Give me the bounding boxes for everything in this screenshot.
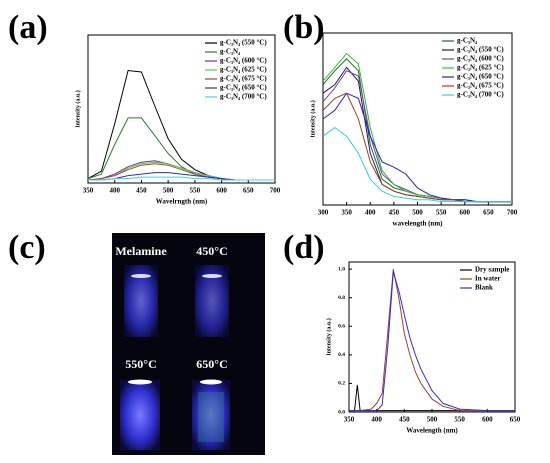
panel-label: (a) bbox=[8, 9, 48, 46]
legend-label: g-C₃N₄ (675 °C) bbox=[220, 75, 267, 83]
legend-label: Dry sample bbox=[475, 266, 509, 274]
cuvette bbox=[192, 380, 230, 450]
legend-label: g-C₃N₄ (625 °C) bbox=[457, 64, 504, 72]
x-tick-label: 700 bbox=[507, 209, 518, 217]
panel-label: (b) bbox=[283, 9, 325, 46]
x-tick-label: 650 bbox=[243, 187, 254, 195]
y-tick-label: 0.2 bbox=[338, 381, 345, 387]
x-tick-label: 550 bbox=[190, 187, 201, 195]
legend-label: Blank bbox=[475, 284, 493, 292]
x-tick-label: 650 bbox=[483, 209, 494, 217]
photo-label: 550°C bbox=[125, 357, 156, 371]
meniscus bbox=[128, 379, 152, 385]
y-tick-label: 0.8 bbox=[338, 295, 345, 301]
x-axis-label: wavelength (nm) bbox=[393, 220, 444, 228]
x-tick-label: 350 bbox=[341, 209, 352, 217]
y-tick-label: 0.4 bbox=[338, 352, 345, 358]
x-tick-label: 350 bbox=[344, 416, 355, 424]
x-tick-label: 350 bbox=[83, 187, 94, 195]
legend-label: g-C₃N₄ (650 °C) bbox=[457, 73, 504, 81]
legend-label: g-C₃N₄ (550 °C) bbox=[220, 39, 267, 47]
series-line bbox=[322, 92, 512, 203]
x-tick-label: 600 bbox=[482, 416, 493, 424]
legend-label: g-C₃N₄ (550 °C) bbox=[457, 46, 504, 54]
x-tick-label: 500 bbox=[412, 209, 423, 217]
photo-label: 450°C bbox=[196, 244, 227, 258]
x-axis-label: Wavelrngth (nm) bbox=[156, 198, 208, 206]
legend-label: g-C₃N₄ bbox=[220, 48, 241, 56]
cuvette bbox=[120, 380, 160, 450]
legend-label: g-C₃N₄ (700 °C) bbox=[220, 93, 267, 101]
cuvette-tint bbox=[198, 392, 224, 442]
legend-label: In water bbox=[475, 275, 500, 283]
x-tick-label: 450 bbox=[399, 416, 410, 424]
y-axis-label: Intensity (a.u.) bbox=[309, 100, 316, 138]
x-tick-label: 700 bbox=[270, 187, 281, 195]
x-tick-label: 300 bbox=[318, 209, 329, 217]
x-tick-label: 450 bbox=[389, 209, 400, 217]
x-tick-label: 650 bbox=[510, 416, 521, 424]
panel-label: (c) bbox=[8, 229, 46, 266]
legend-label: g-C₃N₄ (650 °C) bbox=[220, 84, 267, 92]
legend-label: g-C₃N₄ (700 °C) bbox=[457, 91, 504, 99]
legend-label: g-C₃N₄ (675 °C) bbox=[457, 82, 504, 90]
x-tick-label: 400 bbox=[365, 209, 376, 217]
x-tick-label: 400 bbox=[109, 187, 120, 195]
x-tick-label: 500 bbox=[163, 187, 174, 195]
series-line bbox=[322, 92, 512, 203]
panel-label: (d) bbox=[283, 229, 325, 266]
series-line bbox=[88, 176, 275, 181]
photo-label: Melamine bbox=[115, 244, 167, 258]
x-tick-label: 450 bbox=[136, 187, 147, 195]
y-tick-label: 0.6 bbox=[338, 324, 345, 330]
meniscus bbox=[200, 379, 222, 385]
plot-frame bbox=[87, 34, 276, 184]
series-line bbox=[87, 117, 275, 181]
photo: Melamine 450°C 550°C 650°C bbox=[112, 233, 265, 455]
legend-label: g-C₃N₄ (600 °C) bbox=[457, 55, 504, 63]
x-tick-label: 600 bbox=[460, 209, 471, 217]
series-line bbox=[349, 271, 515, 412]
x-tick-label: 550 bbox=[454, 416, 465, 424]
x-tick-label: 500 bbox=[427, 416, 438, 424]
x-axis-label: Wavelength (nm) bbox=[406, 427, 458, 435]
y-axis-label: Intensity (a.u.) bbox=[325, 318, 332, 356]
legend-label: g-C₃N₄ (600 °C) bbox=[220, 57, 267, 65]
legend-label: g-C₃N₄ (625 °C) bbox=[220, 66, 267, 74]
y-axis-label: Intensity (a.u.) bbox=[74, 90, 81, 128]
x-tick-label: 400 bbox=[371, 416, 382, 424]
series-line bbox=[322, 126, 512, 203]
x-tick-label: 600 bbox=[216, 187, 227, 195]
meniscus bbox=[131, 274, 151, 278]
legend-label: g-C₃N₄ bbox=[457, 37, 478, 45]
y-tick-label: 0.0 bbox=[338, 409, 345, 415]
meniscus bbox=[202, 274, 222, 278]
photo-label: 650°C bbox=[196, 357, 227, 371]
y-tick-label: 1.0 bbox=[338, 266, 345, 272]
x-tick-label: 550 bbox=[436, 209, 447, 217]
